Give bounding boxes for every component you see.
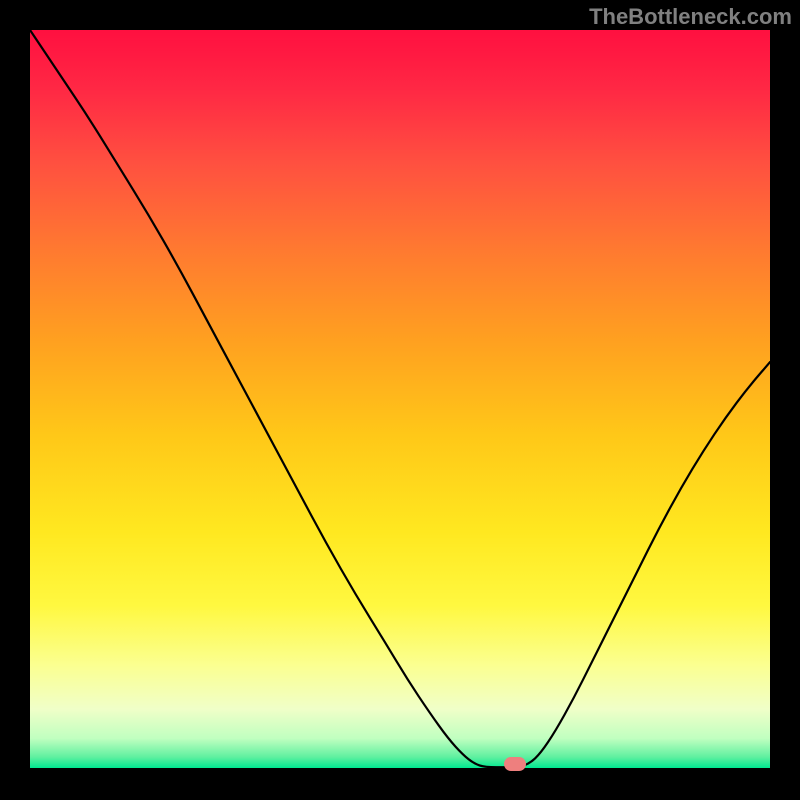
bottleneck-curve xyxy=(30,30,770,768)
chart-plot-area xyxy=(30,30,770,768)
optimal-marker xyxy=(504,757,526,771)
watermark-text: TheBottleneck.com xyxy=(589,4,792,30)
